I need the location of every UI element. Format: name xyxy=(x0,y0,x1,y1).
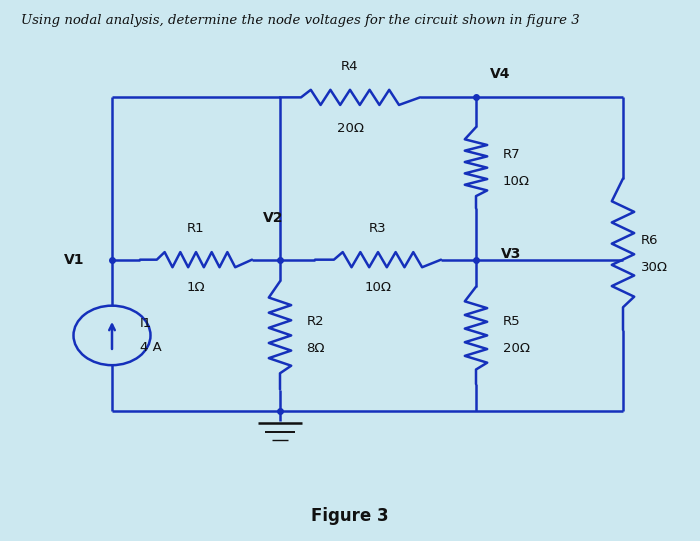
Text: Figure 3: Figure 3 xyxy=(312,507,388,525)
Text: 1Ω: 1Ω xyxy=(187,281,205,294)
Text: 20Ω: 20Ω xyxy=(337,122,363,135)
Text: V3: V3 xyxy=(500,247,521,261)
Text: 8Ω: 8Ω xyxy=(307,342,325,355)
Text: V2: V2 xyxy=(262,210,284,225)
Text: 20Ω: 20Ω xyxy=(503,342,530,355)
Text: 10Ω: 10Ω xyxy=(365,281,391,294)
Text: 10Ω: 10Ω xyxy=(503,175,530,188)
Text: R2: R2 xyxy=(307,315,324,328)
Text: Using nodal analysis, determine the node voltages for the circuit shown in figur: Using nodal analysis, determine the node… xyxy=(21,14,580,27)
Text: V1: V1 xyxy=(64,253,84,267)
Text: R4: R4 xyxy=(342,60,358,73)
Text: R5: R5 xyxy=(503,315,520,328)
Text: I1: I1 xyxy=(140,317,153,330)
Text: 4 A: 4 A xyxy=(140,341,162,354)
Text: R7: R7 xyxy=(503,148,520,161)
Text: V4: V4 xyxy=(490,67,510,81)
Text: R3: R3 xyxy=(369,222,387,235)
Text: 30Ω: 30Ω xyxy=(640,261,668,274)
Text: R6: R6 xyxy=(640,234,658,247)
Text: R1: R1 xyxy=(187,222,205,235)
